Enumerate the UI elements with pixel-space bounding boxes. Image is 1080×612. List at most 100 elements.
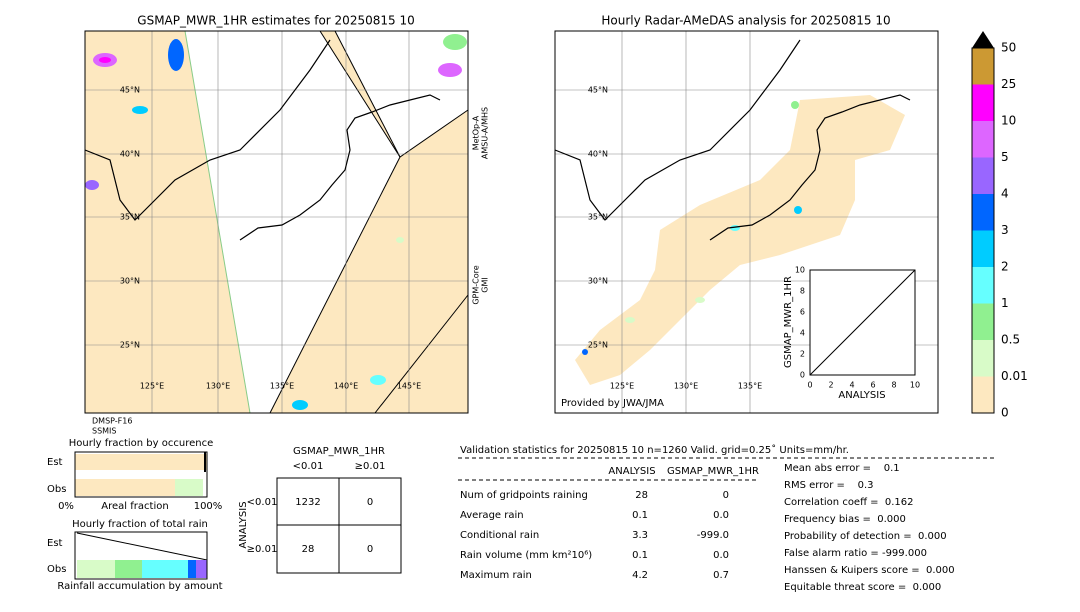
lat-label: 45°N (588, 86, 608, 95)
colorbar-label: 2 (1001, 260, 1009, 274)
lat-label: 25°N (588, 341, 608, 350)
colorbar-label: 25 (1001, 77, 1016, 91)
colorbar-label: 10 (1001, 114, 1016, 128)
score: RMS error = 0.3 (784, 480, 874, 491)
table-cell: 0.7 (713, 570, 729, 581)
colorbar-segment (972, 84, 994, 121)
coastline (554, 39, 801, 221)
lon-label: 135°E (738, 382, 762, 391)
sensor-label: AMSU-A/MHS (481, 107, 490, 159)
y-tick-label: 2 (800, 350, 805, 359)
table-title: GSMAP_MWR_1HR (293, 446, 385, 457)
swath-edge (184, 30, 251, 414)
diagonal (809, 269, 916, 376)
coastline (239, 94, 441, 241)
colorbar-label: 4 (1001, 187, 1009, 201)
coastline (84, 39, 331, 221)
score: Mean abs error = 0.1 (784, 463, 900, 474)
score: Frequency bias = 0.000 (784, 514, 906, 525)
lat-label: 25°N (120, 341, 140, 350)
colorbar-segment (972, 303, 994, 340)
lon-label: 140°E (334, 382, 358, 391)
colorbar-segment (972, 376, 994, 413)
map-title: Hourly Radar-AMeDAS analysis for 2025081… (601, 14, 890, 28)
est-line (76, 532, 208, 561)
table-cell: 28 (302, 544, 315, 555)
score: Correlation coeff = 0.162 (784, 497, 914, 508)
panel-frame (74, 451, 208, 498)
colorbar-segment (972, 194, 994, 231)
table-cell: 28 (635, 490, 648, 501)
row-label: Est (47, 457, 63, 468)
lat-label: 30°N (120, 277, 140, 286)
lat-label: 30°N (588, 277, 608, 286)
colorbar-segment (972, 230, 994, 267)
sensor-label: GMI (481, 277, 490, 292)
score: Hanssen & Kuipers score = 0.000 (784, 565, 955, 576)
sensor-label: SSMIS (92, 427, 117, 436)
colorbar-label: 1 (1001, 296, 1009, 310)
x-tick-label: 8 (891, 381, 896, 390)
row-label: Obs (47, 564, 66, 575)
panel-frame (74, 531, 208, 580)
map-frame (84, 30, 469, 414)
lon-label: 145°E (397, 382, 421, 391)
x-tick-label: 2 (828, 381, 833, 390)
table-cell: 0.0 (713, 510, 729, 521)
lon-label: 125°E (140, 382, 164, 391)
table-cell: 0.1 (632, 510, 648, 521)
obs-bar (196, 560, 207, 578)
swath-edge (269, 156, 401, 414)
obs-bar (188, 560, 196, 578)
table-cell: -999.0 (697, 530, 729, 541)
row-title: ANALYSIS (238, 501, 249, 548)
column-header: GSMAP_MWR_1HR (667, 466, 759, 477)
colorbar-segment (972, 267, 994, 304)
obs-bar (115, 560, 142, 578)
table-cell: 3.3 (632, 530, 648, 541)
obs-bar (175, 479, 203, 496)
colorbar-label: 50 (1001, 41, 1016, 55)
score: Equitable threat score = 0.000 (784, 582, 941, 593)
colorbar-segment (972, 121, 994, 158)
panel-title: Hourly fraction by occurence (69, 438, 213, 449)
table-cell: 0 (367, 497, 373, 508)
coastline (709, 94, 911, 241)
colorbar-label: 0.01 (1001, 369, 1028, 383)
column-header: ANALYSIS (608, 466, 655, 477)
row-label: Est (47, 538, 63, 549)
sensor-label: MetOp-A (472, 115, 481, 150)
lon-label: 125°E (610, 382, 634, 391)
y-tick-label: 6 (800, 308, 805, 317)
map-frame (554, 30, 939, 414)
obs-bar (75, 479, 175, 496)
row-label: Maximum rain (460, 570, 532, 581)
table-cell: 0 (723, 490, 729, 501)
table-cell: 4.2 (632, 570, 648, 581)
colorbar-segment (972, 340, 994, 377)
table-cell: 0 (367, 544, 373, 555)
y-tick-label: 0 (800, 371, 805, 380)
row-label: Average rain (460, 510, 524, 521)
obs-bar (142, 560, 188, 578)
y-tick-label: 10 (795, 266, 805, 275)
lat-label: 35°N (120, 213, 140, 222)
y-tick-label: 4 (800, 329, 805, 338)
validation-title: Validation statistics for 20250815 10 n=… (460, 444, 849, 456)
lat-label: 45°N (120, 86, 140, 95)
est-bar (75, 454, 207, 470)
row-header: <0.01 (247, 497, 278, 508)
sensor-label: DMSP-F16 (92, 417, 132, 426)
score: Probability of detection = 0.000 (784, 531, 947, 542)
table-cell: 0.1 (632, 550, 648, 561)
lon-label: 130°E (674, 382, 698, 391)
x-tick-label: 4 (849, 381, 854, 390)
x-axis-label: Rainfall accumulation by amount (57, 581, 222, 592)
sensor-label: GPM-Core (472, 265, 481, 304)
lat-label: 40°N (120, 150, 140, 159)
row-label: Conditional rain (460, 530, 539, 541)
obs-bar (77, 560, 115, 578)
swath-edge (374, 294, 469, 414)
row-label: Num of gridpoints raining (460, 490, 588, 501)
row-label: Obs (47, 484, 66, 495)
